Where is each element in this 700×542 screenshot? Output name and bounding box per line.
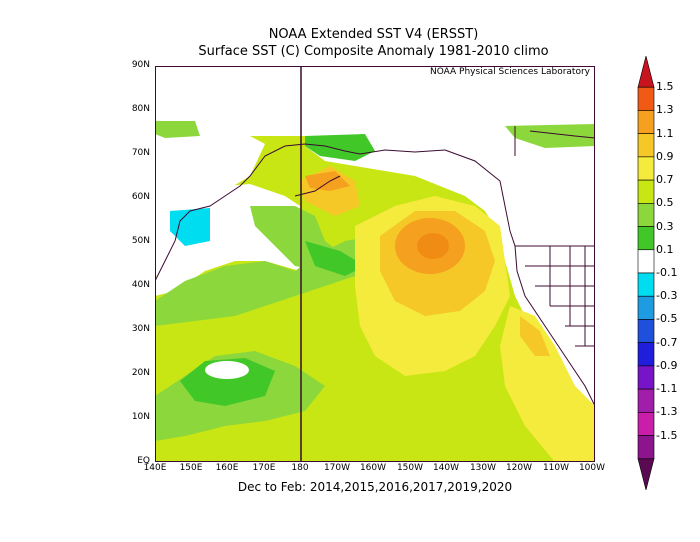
colorbar-label: -0.7	[656, 335, 678, 349]
colorbar-label: 1.3	[656, 103, 674, 117]
colorbar-segment	[637, 156, 655, 181]
credit-label: NOAA Physical Sciences Laboratory	[429, 67, 590, 77]
colorbar-segment	[637, 319, 655, 343]
colorbar-segment	[637, 86, 655, 111]
colorbar-label: 0.9	[656, 149, 674, 163]
cold-anomaly-patch	[170, 208, 210, 246]
colorbar-label: -0.5	[656, 312, 678, 326]
colorbar-segment	[637, 110, 655, 134]
lat-label: 90N	[131, 60, 150, 70]
period-footer: Dec to Feb: 2014,2015,2016,2017,2019,202…	[237, 480, 513, 494]
lon-label: 120W	[505, 463, 533, 473]
lon-label: 100W	[578, 463, 606, 473]
lat-label: 80N	[131, 104, 150, 114]
colorbar-label: -0.1	[656, 266, 678, 279]
lat-label: 60N	[131, 192, 150, 202]
lon-label: 140E	[143, 463, 167, 473]
colorbar-segment	[637, 179, 655, 204]
lat-label: 50N	[131, 236, 150, 246]
north-america-landmass	[305, 126, 595, 462]
colorbar-label: 1.5	[656, 80, 674, 94]
colorbar-segment	[637, 365, 655, 390]
colorbar-segment	[637, 56, 655, 88]
colorbar-label: -0.3	[656, 289, 678, 303]
colorbar-segment	[637, 295, 655, 320]
colorbar-label: 0.1	[656, 242, 674, 256]
lon-label: 160E	[215, 463, 239, 473]
arctic-no-data	[155, 66, 595, 136]
colorbar-segment	[637, 458, 655, 490]
lon-label: 160W	[359, 463, 387, 473]
sst-anomaly-map	[155, 66, 595, 462]
colorbar-segment	[637, 249, 655, 274]
colorbar-label: 0.3	[656, 219, 674, 233]
lat-label: 20N	[131, 368, 150, 378]
colorbar	[637, 56, 655, 490]
lon-label: 180	[291, 463, 309, 473]
colorbar-label: 0.7	[656, 173, 674, 187]
lon-label: 150E	[179, 463, 203, 473]
colorbar-label: -1.3	[656, 405, 678, 419]
colorbar-segment	[637, 272, 655, 297]
lon-label: 130W	[469, 463, 497, 473]
lon-label: 140W	[432, 463, 460, 473]
colorbar-segment	[637, 226, 655, 251]
title-line-2: Surface SST (C) Composite Anomaly 1981-2…	[198, 44, 549, 59]
lon-label: 170E	[252, 463, 276, 473]
colorbar-label: 1.1	[656, 126, 674, 140]
title-line-1: NOAA Extended SST V4 (ERSST)	[268, 27, 479, 42]
lat-label: 70N	[131, 148, 150, 158]
lat-label: 10N	[131, 412, 150, 422]
lat-label: 30N	[131, 324, 150, 334]
colorbar-label: -1.1	[656, 382, 678, 396]
lat-label: 40N	[131, 280, 150, 290]
lon-label: 170W	[323, 463, 351, 473]
lon-label: 110W	[542, 463, 570, 473]
colorbar-label: -1.5	[656, 428, 678, 442]
colorbar-segment	[637, 412, 655, 436]
colorbar-segment	[637, 388, 655, 413]
colorbar-segment	[637, 435, 655, 460]
lat-label: EQ	[137, 456, 150, 466]
colorbar-label: -0.9	[656, 358, 678, 372]
colorbar-segment	[637, 203, 655, 227]
colorbar-segment	[637, 342, 655, 367]
colorbar-segment	[637, 133, 655, 158]
lon-label: 150W	[396, 463, 424, 473]
colorbar-label: 0.5	[656, 196, 674, 210]
